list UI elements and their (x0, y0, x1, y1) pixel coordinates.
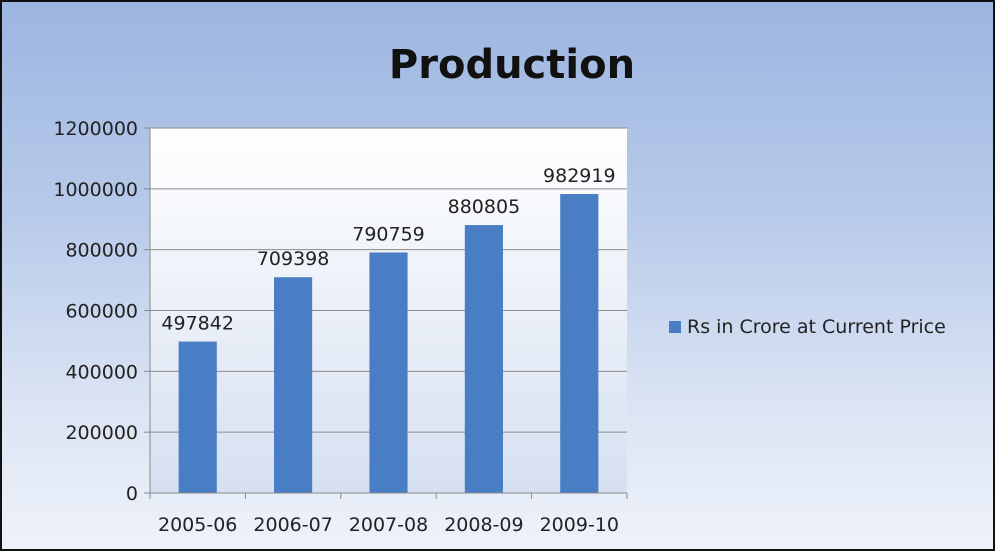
y-tick-label: 200000 (65, 422, 138, 444)
legend-label: Rs in Crore at Current Price (687, 316, 946, 338)
y-tick-label: 600000 (65, 301, 138, 323)
x-tick-label: 2009-10 (540, 514, 619, 536)
data-label: 709398 (257, 248, 330, 270)
x-tick-label: 2006-07 (253, 514, 332, 536)
y-tick-label: 1000000 (53, 179, 138, 201)
x-tick-label: 2005-06 (158, 514, 237, 536)
bars (178, 194, 599, 493)
bar-2005-06 (178, 341, 217, 493)
data-labels: 497842 709398 790759 880805 982919 (161, 165, 615, 335)
data-label: 982919 (543, 165, 616, 187)
gridlines (144, 127, 627, 494)
x-tick-label: 2008-09 (444, 514, 523, 536)
y-tick-labels: 0 200000 400000 600000 800000 1000000 1200000 (53, 118, 138, 505)
data-label: 880805 (448, 196, 521, 218)
y-tick-label: 400000 (65, 361, 138, 383)
bar-2007-08 (369, 252, 408, 493)
x-tick-labels: 2005-06 2006-07 2007-08 2008-09 2009-10 (158, 514, 619, 536)
bar-2008-09 (464, 225, 503, 493)
axes (149, 128, 628, 499)
y-tick-label: 1200000 (53, 118, 138, 140)
y-tick-label: 800000 (65, 240, 138, 262)
y-tick-label: 0 (126, 483, 138, 505)
chart-title: Production (388, 42, 636, 88)
legend: Rs in Crore at Current Price (669, 316, 946, 338)
data-label: 497842 (161, 313, 234, 335)
bar-2009-10 (560, 194, 599, 493)
legend-swatch (669, 321, 681, 333)
x-tick-label: 2007-08 (349, 514, 428, 536)
bar-2006-07 (274, 277, 313, 493)
data-label: 790759 (352, 223, 425, 245)
